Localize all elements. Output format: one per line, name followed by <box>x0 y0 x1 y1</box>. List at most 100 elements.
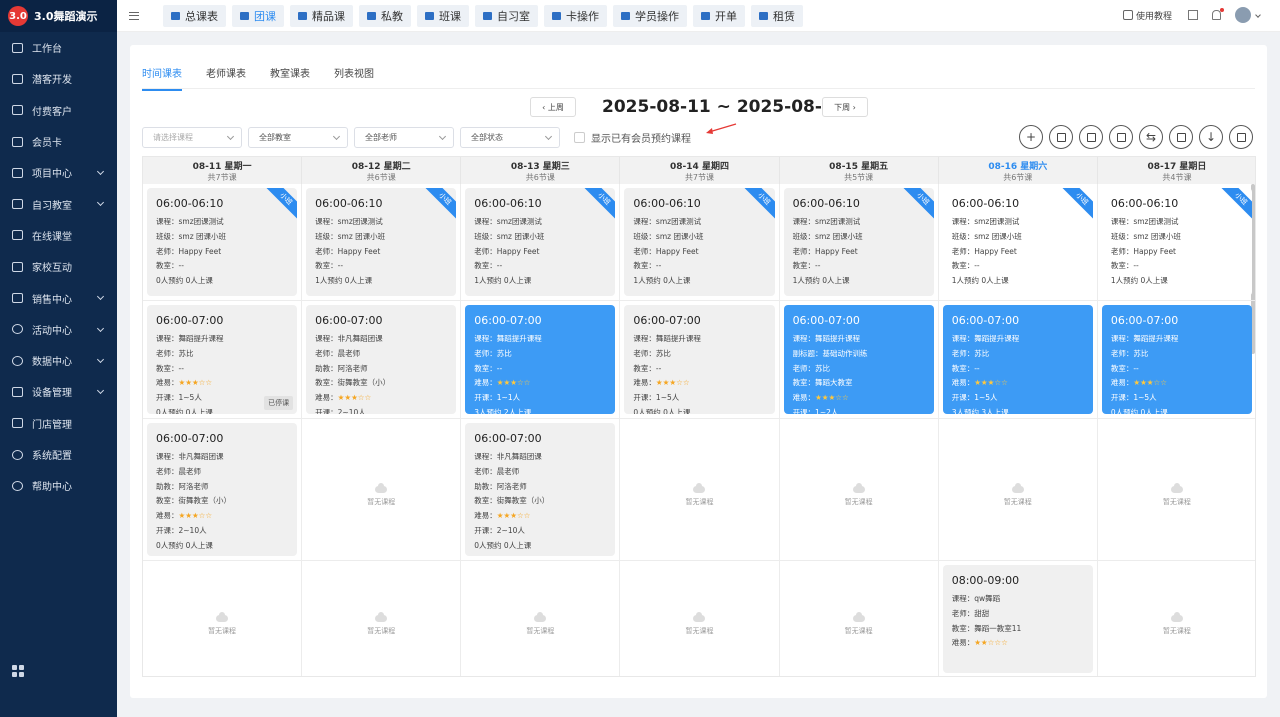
calendar-cell[interactable]: 06:00-06:10 课程：smz团课测试 班级：smz 团课小班 老师：Happy… <box>938 184 1098 301</box>
calendar-cell[interactable]: 暂无课程 <box>1098 561 1255 676</box>
class-card[interactable]: 06:00-06:10 课程：smz团课测试 班级：smz 团课小班 老师：Happy… <box>783 188 934 296</box>
teacher-select[interactable]: 全部老师 <box>354 127 454 148</box>
toolbar-button[interactable]: 班课 <box>417 4 469 27</box>
sidebar-item[interactable]: 潜客开发 <box>0 63 117 94</box>
show-booked-checkbox[interactable] <box>574 132 585 143</box>
menu-toggle-icon[interactable] <box>129 11 139 20</box>
show-booked-label[interactable]: 显示已有会员预约课程 <box>591 134 691 145</box>
calendar-cell[interactable]: 06:00-06:10 课程：smz团课测试 班级：smz 团课小班 老师：Happy… <box>461 184 621 301</box>
delete-icon[interactable] <box>1169 125 1193 149</box>
calendar-cell[interactable]: 06:00-07:00 课程：舞蹈提升课程 老师：苏比 教室：-- 难易：★★★☆☆ 开课… <box>1097 301 1255 419</box>
toolbar-button[interactable]: 开单 <box>693 4 745 27</box>
next-week-button[interactable]: 下周 › <box>822 97 868 117</box>
calendar-cell[interactable]: 06:00-07:00 课程：舞蹈提升课程 老师：苏比 教室：-- 难易：★★★☆☆ 开课… <box>620 301 780 419</box>
toolbar-button[interactable]: 租赁 <box>751 4 803 27</box>
toolbar-button[interactable]: 学员操作 <box>613 4 687 27</box>
view-tab[interactable]: 老师课表 <box>206 69 246 80</box>
copy-icon[interactable] <box>1109 125 1133 149</box>
toolbar-button[interactable]: 私教 <box>359 4 411 27</box>
sidebar-item[interactable]: 活动中心 <box>0 314 117 345</box>
calendar-cell[interactable]: 暂无课程 <box>461 561 621 676</box>
calendar-cell[interactable]: 暂无课程 <box>780 561 939 676</box>
bell-icon[interactable] <box>1212 8 1224 20</box>
class-card[interactable]: 06:00-06:10 课程：smz团课测试 班级：smz 团课小班 老师：Happy… <box>465 188 616 296</box>
calendar-cell[interactable]: 06:00-06:10 课程：smz团课测试 班级：smz 团课小班 老师：Happy… <box>143 184 303 301</box>
add-icon[interactable]: + <box>1019 125 1043 149</box>
calendar-cell[interactable]: 暂无课程 <box>302 561 462 676</box>
fullscreen-icon[interactable] <box>1188 10 1198 20</box>
calendar-cell[interactable]: 06:00-07:00 课程：舞蹈提升课程 老师：苏比 教室：-- 难易：★★★☆☆ 开课… <box>938 301 1098 419</box>
status-select[interactable]: 全部状态 <box>460 127 560 148</box>
calendar-cell[interactable]: 06:00-07:00 课程：舞蹈提升课程 老师：苏比 教室：-- 难易：★★★☆☆ 开课… <box>461 301 621 419</box>
prev-week-button[interactable]: ‹ 上周 <box>530 97 576 117</box>
calendar-cell[interactable]: 08:00-09:00 课程：qw舞蹈 老师：甜甜 教室：舞蹈一教室11 难易：★★☆☆… <box>939 561 1098 676</box>
swap-icon[interactable]: ⇆ <box>1139 125 1163 149</box>
sidebar-item[interactable]: 门店管理 <box>0 408 117 439</box>
class-card[interactable]: 06:00-07:00 课程：非凡舞蹈团课 老师：晨老师 助教：阿洛老师 教室：街舞教室… <box>147 423 298 556</box>
toolbar-button[interactable]: 卡操作 <box>544 4 607 27</box>
calendar-cell[interactable]: 暂无课程 <box>938 419 1098 561</box>
calendar-cell[interactable]: 06:00-06:10 课程：smz团课测试 班级：smz 团课小班 老师：Happy… <box>620 184 780 301</box>
calendar-cell[interactable]: 06:00-07:00 课程：舞蹈提升课程 副标题：基础动作训练 老师：苏比 教室：舞蹈… <box>779 301 939 419</box>
calendar-cell[interactable]: 暂无课程 <box>1097 419 1255 561</box>
class-card[interactable]: 06:00-07:00 课程：舞蹈提升课程 老师：苏比 教室：-- 难易：★★★☆☆ 开课… <box>942 305 1093 414</box>
sidebar-item[interactable]: 销售中心 <box>0 282 117 313</box>
calendar-cell[interactable]: 06:00-07:00 课程：非凡舞蹈团课 老师：晨老师 助教：阿洛老师 教室：街舞教室… <box>302 301 462 419</box>
apps-grid-icon[interactable] <box>12 665 24 677</box>
sidebar-item[interactable]: 自习教室 <box>0 188 117 219</box>
sidebar-item[interactable]: 在线课堂 <box>0 220 117 251</box>
class-card[interactable]: 06:00-07:00 课程：非凡舞蹈团课 老师：晨老师 助教：阿洛老师 教室：街舞教室… <box>306 305 457 414</box>
calendar-cell[interactable]: 06:00-07:00 课程：非凡舞蹈团课 老师：晨老师 助教：阿洛老师 教室：街舞教室… <box>461 419 621 561</box>
class-card[interactable]: 06:00-07:00 课程：舞蹈提升课程 副标题：基础动作训练 老师：苏比 教室：舞蹈… <box>783 305 934 414</box>
view-tab[interactable]: 教室课表 <box>270 69 310 80</box>
toolbar-button[interactable]: 团课 <box>232 4 284 27</box>
download-icon[interactable]: ↓ <box>1199 125 1223 149</box>
toolbar-button[interactable]: 自习室 <box>475 4 538 27</box>
sidebar-item[interactable]: 帮助中心 <box>0 470 117 501</box>
calendar-cell[interactable]: 06:00-06:10 课程：smz团课测试 班级：smz 团课小班 老师：Happy… <box>1097 184 1255 301</box>
calendar-cell[interactable]: 06:00-07:00 课程：非凡舞蹈团课 老师：晨老师 助教：阿洛老师 教室：街舞教室… <box>143 419 303 561</box>
avatar[interactable] <box>1235 7 1251 23</box>
class-card[interactable]: 06:00-06:10 课程：smz团课测试 班级：smz 团课小班 老师：Happy… <box>306 188 457 296</box>
sidebar-item[interactable]: 数据中心 <box>0 345 117 376</box>
sidebar-item[interactable]: 工作台 <box>0 32 117 63</box>
calendar-cell[interactable]: 暂无课程 <box>143 561 303 676</box>
qrcode-icon[interactable] <box>1229 125 1253 149</box>
sidebar-item[interactable]: 会员卡 <box>0 126 117 157</box>
class-card[interactable]: 06:00-07:00 课程：舞蹈提升课程 老师：苏比 教室：-- 难易：★★★☆☆ 开课… <box>465 305 616 414</box>
scrollbar[interactable] <box>1251 184 1255 354</box>
class-card[interactable]: 08:00-09:00 课程：qw舞蹈 老师：甜甜 教室：舞蹈一教室11 难易：★★☆☆… <box>942 565 1093 673</box>
toolbar-button[interactable]: 总课表 <box>163 4 226 27</box>
app-logo[interactable]: 3.0 3.0舞蹈演示 <box>0 0 117 32</box>
tutorial-icon[interactable] <box>1122 10 1133 20</box>
class-card[interactable]: 06:00-06:10 课程：smz团课测试 班级：smz 团课小班 老师：Happy… <box>942 188 1093 296</box>
course-select[interactable]: 请选择课程 <box>142 127 242 148</box>
calendar-cell[interactable]: 暂无课程 <box>620 419 780 561</box>
toolbar-button[interactable]: 精品课 <box>290 4 353 27</box>
calendar-cell[interactable]: 暂无课程 <box>779 419 939 561</box>
calendar-cell[interactable]: 06:00-06:10 课程：smz团课测试 班级：smz 团课小班 老师：Happy… <box>302 184 462 301</box>
sidebar-item[interactable]: 系统配置 <box>0 439 117 470</box>
calendar-cell[interactable]: 06:00-07:00 课程：舞蹈提升课程 老师：苏比 教室：-- 难易：★★★☆☆ 开课… <box>143 301 303 419</box>
sidebar-item[interactable]: 项目中心 <box>0 157 117 188</box>
batch-icon[interactable] <box>1049 125 1073 149</box>
class-card[interactable]: 06:00-06:10 课程：smz团课测试 班级：smz 团课小班 老师：Happy… <box>1101 188 1252 296</box>
tutorial-link[interactable]: 使用教程 <box>1135 11 1172 22</box>
view-tab[interactable]: 列表视图 <box>334 69 374 80</box>
chevron-down-icon[interactable] <box>1255 12 1261 18</box>
sidebar-item[interactable]: 付费客户 <box>0 95 117 126</box>
class-card[interactable]: 06:00-07:00 课程：非凡舞蹈团课 老师：晨老师 助教：阿洛老师 教室：街舞教室… <box>465 423 616 556</box>
calendar-cell[interactable]: 暂无课程 <box>302 419 462 561</box>
class-card[interactable]: 06:00-06:10 课程：smz团课测试 班级：smz 团课小班 老师：Happy… <box>147 188 298 296</box>
edit-icon[interactable] <box>1079 125 1103 149</box>
room-select[interactable]: 全部教室 <box>248 127 348 148</box>
sidebar-item[interactable]: 设备管理 <box>0 376 117 407</box>
class-card[interactable]: 06:00-07:00 课程：舞蹈提升课程 老师：苏比 教室：-- 难易：★★★☆☆ 开课… <box>1101 305 1252 414</box>
sidebar-item[interactable]: 家校互动 <box>0 251 117 282</box>
calendar-cell[interactable]: 06:00-06:10 课程：smz团课测试 班级：smz 团课小班 老师：Happy… <box>779 184 939 301</box>
class-card[interactable]: 06:00-06:10 课程：smz团课测试 班级：smz 团课小班 老师：Happy… <box>624 188 775 296</box>
class-card[interactable]: 06:00-07:00 课程：舞蹈提升课程 老师：苏比 教室：-- 难易：★★★☆☆ 开课… <box>624 305 775 414</box>
view-tab[interactable]: 时间课表 <box>142 65 182 91</box>
class-card[interactable]: 06:00-07:00 课程：舞蹈提升课程 老师：苏比 教室：-- 难易：★★★☆☆ 开课… <box>147 305 298 414</box>
calendar-cell[interactable]: 暂无课程 <box>620 561 780 676</box>
